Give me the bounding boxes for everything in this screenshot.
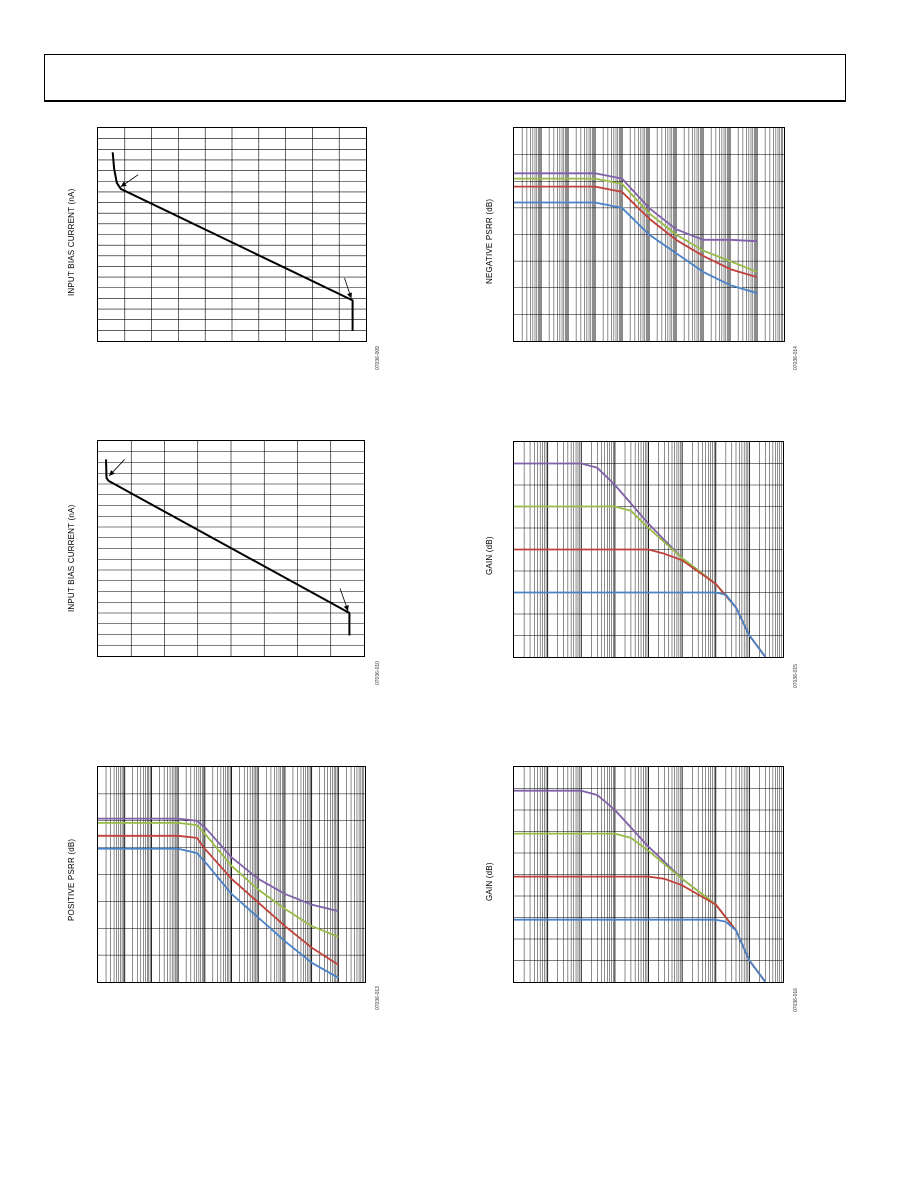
series-line-purple [514, 789, 767, 982]
gridlines [98, 441, 364, 656]
series-line-purple [98, 817, 339, 912]
annotation-arrow-head [343, 605, 349, 611]
gain-chart-2 [513, 766, 784, 983]
series-line-blue [98, 847, 339, 979]
annotation-arrow-head [120, 181, 127, 187]
y-axis-label: INPUT BIAS CURRENT (nA) [67, 504, 76, 612]
positive-psrr-chart [97, 766, 366, 983]
series-line-green [98, 822, 339, 938]
y-axis-label: POSITIVE PSRR (dB) [67, 838, 76, 921]
page-header-box [44, 54, 846, 102]
series-line-blue [514, 591, 767, 657]
figure-code: 07036-013 [375, 986, 381, 1010]
series-line-red [514, 185, 758, 278]
negative-psrr-chart [513, 127, 785, 342]
figure-code: 07036-015 [793, 664, 799, 688]
figure-code: 07036-016 [793, 988, 799, 1012]
annotation-arrow-head [347, 292, 352, 299]
input-bias-current-chart-2 [97, 440, 365, 657]
y-axis-label: INPUT BIAS CURRENT (nA) [67, 188, 76, 296]
series-line-black [105, 459, 351, 636]
series-line-green [514, 177, 758, 273]
gridlines [514, 767, 783, 982]
series-line-blue [514, 918, 767, 982]
series-line-green [514, 505, 767, 657]
series-line-red [514, 548, 767, 657]
series-line-green [514, 832, 767, 982]
series-line-red [98, 834, 339, 966]
gridlines [98, 128, 366, 341]
series-line-red [514, 875, 767, 982]
series-line-blue [514, 201, 758, 294]
y-axis-label: GAIN (dB) [485, 862, 494, 901]
series-line-black [111, 152, 354, 331]
input-bias-current-chart-1 [97, 127, 367, 342]
annotation-arrow-head [109, 470, 115, 476]
y-axis-label: NEGATIVE PSRR (dB) [485, 198, 494, 284]
figure-code: 07036-009 [375, 346, 381, 370]
gridlines [98, 767, 365, 982]
gain-chart-1 [513, 441, 784, 658]
figure-code: 07036-014 [793, 346, 799, 370]
series-line-purple [514, 462, 767, 657]
y-axis-label: GAIN (dB) [485, 536, 494, 575]
figure-code: 07036-010 [375, 661, 381, 685]
series-line-purple [514, 172, 758, 243]
